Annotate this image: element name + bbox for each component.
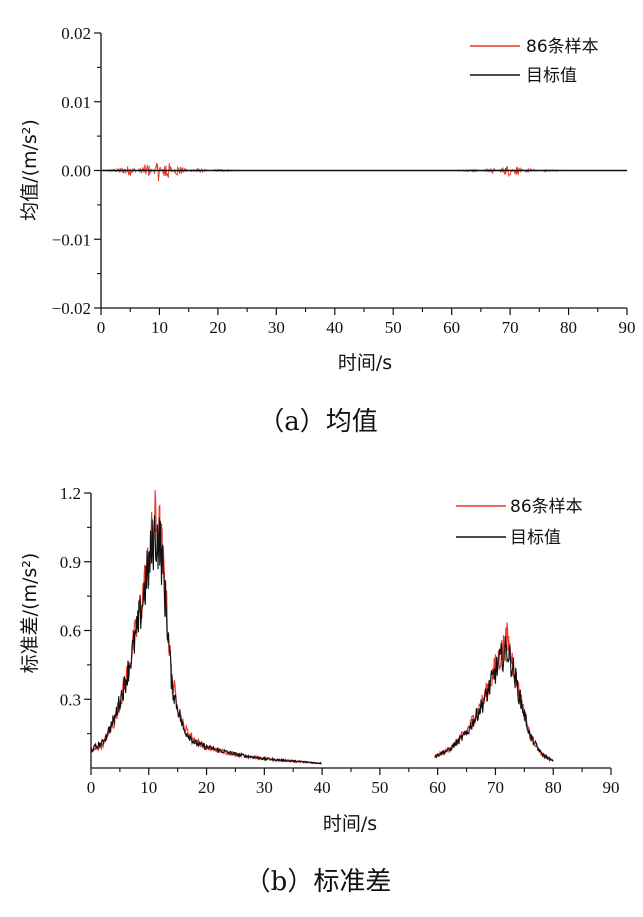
- chart-a-x-tick-label: 50: [385, 318, 402, 337]
- chart-a-caption: （a）均值: [258, 407, 378, 437]
- chart-a-y-tick-label: −0.02: [52, 299, 91, 318]
- chart-a-x-tick-label: 40: [326, 318, 343, 337]
- chart-b-x-tick-label: 20: [198, 778, 215, 797]
- chart-b-x-tick-label: 10: [140, 778, 157, 797]
- chart-b-x-tick-label: 90: [603, 778, 620, 797]
- chart-b-xlabel: 时间/s: [323, 813, 377, 835]
- chart-a: 0 10 20 30 40 50 60 70 80 90 0.02 0.01 0.00 −0.01 −0.0…: [19, 24, 636, 437]
- chart-b-series-target-segment-2: [434, 635, 554, 763]
- chart-a-y-tick-label: 0.02: [61, 24, 91, 43]
- chart-b-x-tick-label: 50: [371, 778, 388, 797]
- chart-a-ylabel: 均值/(m/s²): [19, 119, 41, 221]
- chart-a-x-tick-label: 70: [502, 318, 519, 337]
- chart-b-legend-label-target: 目标值: [510, 528, 561, 548]
- chart-a-axes: 0 10 20 30 40 50 60 70 80 90 0.02 0.01 0.00 −0.01 −0.0…: [52, 24, 636, 337]
- chart-a-x-tick-label: 90: [619, 318, 636, 337]
- chart-a-series: [100, 163, 627, 182]
- chart-a-series-samples: [100, 163, 569, 182]
- chart-a-x-tick-label: 30: [268, 318, 285, 337]
- chart-a-xlabel: 时间/s: [338, 352, 392, 374]
- chart-b-axes: 0 10 20 30 40 50 60 70 80 90 1.2 0.9 0.6 0.3: [60, 484, 620, 797]
- chart-b-series-samples-segment-1: [90, 490, 322, 765]
- chart-a-y-tick-label: −0.01: [52, 230, 91, 249]
- chart-b-y-tick-label: 0.3: [60, 690, 81, 709]
- chart-b-series: [90, 490, 554, 765]
- chart-b-series-samples-segment-2: [434, 622, 554, 762]
- chart-a-legend: 86条样本 目标值: [470, 37, 599, 86]
- chart-b-x-tick-label: 30: [256, 778, 273, 797]
- chart-b-x-tick-label: 70: [487, 778, 504, 797]
- chart-b-legend-label-samples: 86条样本: [510, 497, 583, 517]
- chart-b-x-tick-label: 0: [87, 778, 96, 797]
- chart-a-x-tick-label: 60: [443, 318, 460, 337]
- chart-b-x-tick-label: 80: [545, 778, 562, 797]
- chart-b-series-target-segment-1: [90, 515, 322, 765]
- chart-b-y-tick-label: 1.2: [60, 484, 81, 503]
- chart-a-legend-label-samples: 86条样本: [526, 37, 599, 57]
- chart-b-caption: （b）标准差: [245, 867, 392, 897]
- chart-b-y-tick-label: 0.6: [60, 622, 81, 641]
- chart-b-ylabel: 标准差/(m/s²): [19, 553, 41, 674]
- chart-b-x-tick-label: 40: [314, 778, 331, 797]
- chart-a-x-tick-label: 0: [97, 318, 106, 337]
- chart-a-legend-label-target: 目标值: [526, 66, 577, 86]
- chart-a-x-tick-label: 80: [560, 318, 577, 337]
- chart-b: 0 10 20 30 40 50 60 70 80 90 1.2 0.9 0.6 0.3 标准差/(m/s…: [19, 484, 620, 897]
- chart-b-y-tick-label: 0.9: [60, 553, 81, 572]
- chart-a-y-tick-label: 0.01: [61, 93, 91, 112]
- chart-b-x-tick-label: 60: [429, 778, 446, 797]
- chart-a-y-tick-label: 0.00: [61, 162, 91, 181]
- chart-a-x-tick-label: 10: [151, 318, 168, 337]
- chart-b-legend: 86条样本 目标值: [456, 497, 583, 548]
- chart-a-x-tick-label: 20: [209, 318, 226, 337]
